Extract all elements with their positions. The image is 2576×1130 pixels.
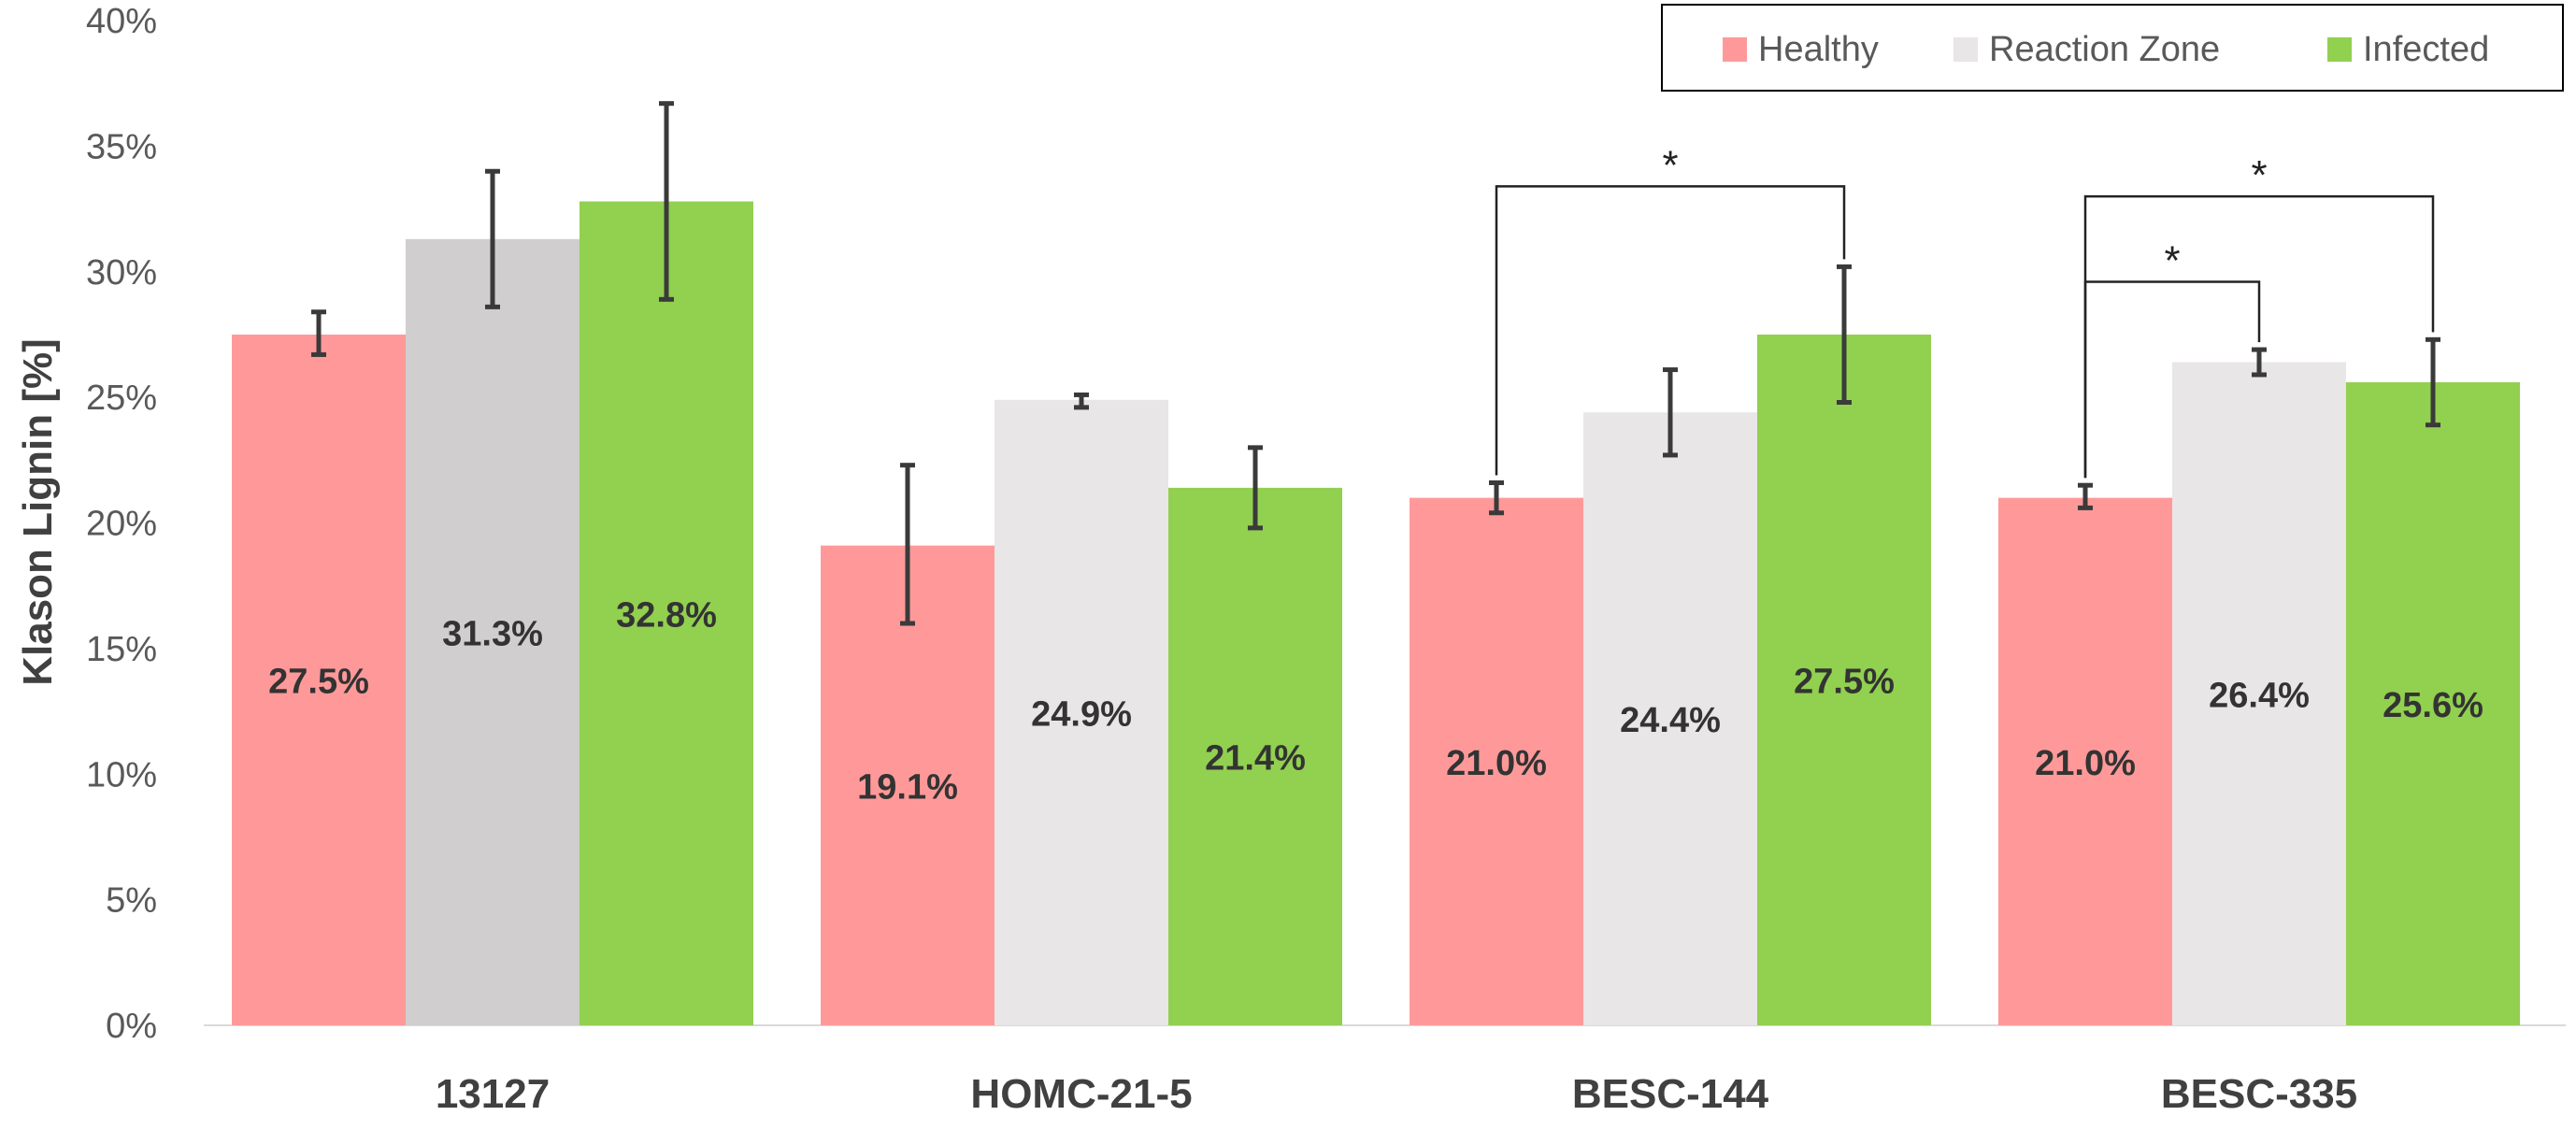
bar-reaction-zone — [2172, 362, 2346, 1025]
data-label: 31.3% — [442, 614, 543, 653]
y-tick-label: 35% — [86, 127, 157, 166]
data-label: 21.4% — [1205, 738, 1306, 778]
bar-reaction-zone — [406, 238, 580, 1025]
bar-infected — [580, 201, 753, 1025]
legend-swatch-reaction-zone — [1953, 37, 1978, 62]
legend-label: Healthy — [1758, 30, 1879, 69]
bar-healthy — [232, 334, 406, 1025]
data-label: 27.5% — [1794, 662, 1895, 701]
y-axis-ticks: 0% 5% 10% 15% 20% 25% 30% 35% 40% — [86, 2, 157, 1046]
bar-healthy — [1998, 497, 2172, 1025]
category-label: HOMC-21-5 — [970, 1071, 1192, 1117]
data-label: 25.6% — [2383, 686, 2483, 725]
y-tick-label: 10% — [86, 755, 157, 794]
legend: Healthy Reaction Zone Infected — [1661, 4, 2564, 92]
significance-star: * — [2164, 238, 2180, 284]
bar-infected — [1757, 334, 1931, 1025]
y-tick-label: 15% — [86, 630, 157, 669]
y-tick-label: 0% — [106, 1007, 157, 1046]
significance-brackets: * * * — [1495, 142, 2435, 479]
data-label: 32.8% — [616, 595, 717, 635]
bar-reaction-zone — [1583, 412, 1757, 1025]
y-tick-label: 30% — [86, 253, 157, 293]
significance-bracket — [2083, 194, 2435, 479]
category-label: 13127 — [436, 1071, 550, 1117]
legend-label: Infected — [2363, 30, 2489, 69]
significance-bracket — [1495, 185, 1846, 476]
bar-infected — [2346, 382, 2520, 1025]
y-tick-label: 20% — [86, 505, 157, 544]
legend-label: Reaction Zone — [1989, 30, 2220, 69]
significance-star: * — [2251, 152, 2267, 198]
significance-star: * — [1662, 142, 1678, 188]
bar-healthy — [1410, 497, 1583, 1025]
data-label: 27.5% — [268, 662, 369, 701]
legend-swatch-healthy — [1723, 37, 1747, 62]
data-label: 24.4% — [1620, 701, 1721, 740]
y-axis-title: Klason Lignin [%] — [15, 338, 61, 686]
category-label: BESC-144 — [1572, 1071, 1769, 1117]
legend-swatch-infected — [2327, 37, 2352, 62]
data-label: 24.9% — [1031, 694, 1132, 734]
data-labels: 27.5% 19.1% 21.0% 21.0% 31.3% 24.9% 24.4% 26.4%… — [268, 595, 2483, 807]
y-tick-label: 40% — [86, 2, 157, 41]
error-bars — [311, 101, 2440, 626]
data-label: 21.0% — [2035, 744, 2136, 783]
category-labels: 13127 HOMC-21-5 BESC-144 BESC-335 — [436, 1071, 2357, 1117]
bar-reaction-zone — [995, 399, 1168, 1025]
data-label: 19.1% — [857, 767, 958, 807]
bar-infected — [1168, 487, 1342, 1025]
category-label: BESC-335 — [2161, 1071, 2357, 1117]
data-label: 21.0% — [1446, 744, 1547, 783]
y-tick-label: 5% — [106, 881, 157, 921]
data-label: 26.4% — [2209, 676, 2310, 715]
legend-box — [1661, 4, 2564, 92]
bars — [232, 201, 2520, 1025]
y-tick-label: 25% — [86, 379, 157, 418]
